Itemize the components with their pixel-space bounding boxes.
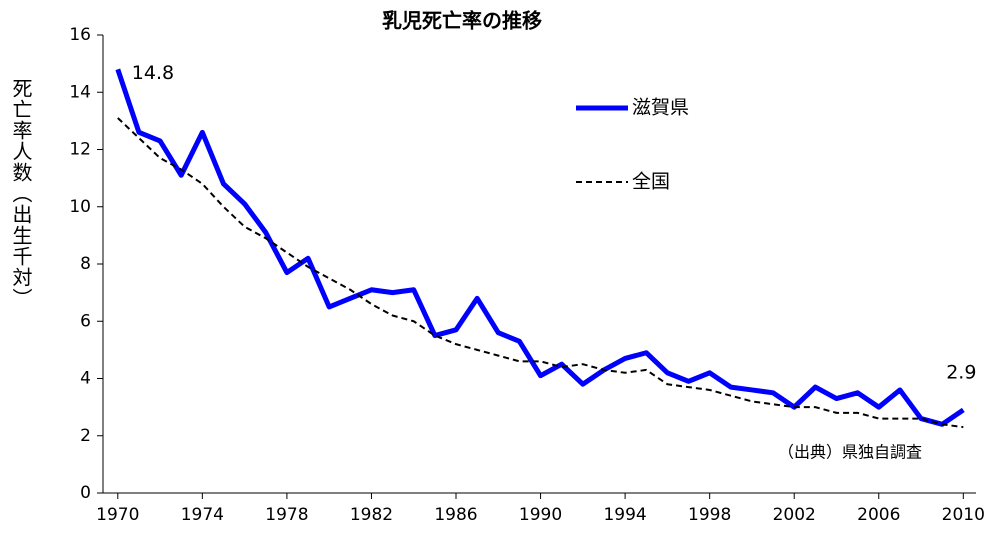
- x-tick-label: 2002: [773, 505, 816, 525]
- series-line: [115, 68, 965, 427]
- y-tick-label: 4: [80, 369, 91, 389]
- y-tick-label: 0: [80, 483, 91, 503]
- x-tick-label: 2006: [857, 505, 900, 525]
- x-tick-label: 1990: [519, 505, 562, 525]
- x-tick-label: 1978: [265, 505, 308, 525]
- x-tick-label: 1982: [350, 505, 393, 525]
- y-tick-label: 6: [80, 311, 91, 331]
- y-tick-label: 2: [80, 426, 91, 446]
- y-tick-label: 16: [69, 25, 91, 45]
- y-tick-label: 8: [80, 254, 91, 274]
- x-tick-label: 1974: [181, 505, 224, 525]
- x-tick-label: 1970: [96, 505, 139, 525]
- y-tick-label: 14: [69, 82, 91, 102]
- source-note: （出典）県独自調査: [778, 443, 922, 462]
- x-tick-label: 1994: [603, 505, 646, 525]
- y-axis-label: 死亡率人数（出生千対）: [9, 78, 33, 309]
- x-tick-label: 1986: [434, 505, 477, 525]
- legend-label: 全国: [632, 171, 670, 193]
- chart-title: 乳児死亡率の推移: [382, 9, 542, 33]
- y-tick-label: 10: [69, 197, 91, 217]
- x-tick-label: 1998: [688, 505, 731, 525]
- series-line: [117, 117, 964, 429]
- y-tick-label: 12: [69, 140, 91, 160]
- data-label: 2.9: [946, 361, 976, 383]
- legend-label: 滋賀県: [632, 97, 689, 119]
- x-tick-label: 2010: [942, 505, 985, 525]
- data-label: 14.8: [132, 62, 174, 84]
